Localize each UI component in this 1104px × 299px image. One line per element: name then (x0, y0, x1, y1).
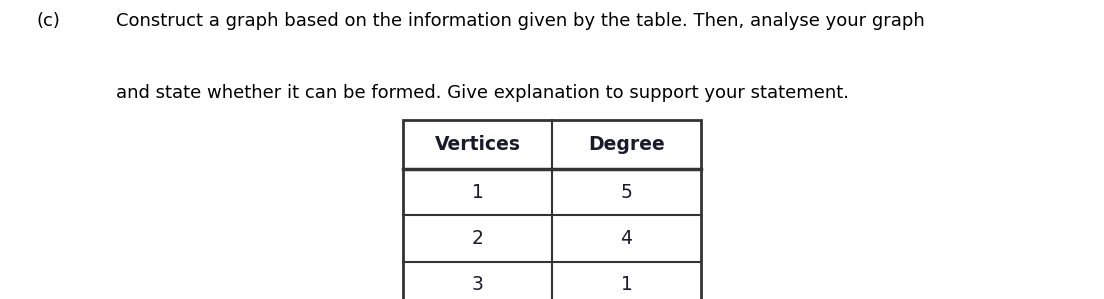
Text: (c): (c) (36, 12, 61, 30)
Text: 3: 3 (471, 275, 484, 294)
Text: 4: 4 (620, 229, 633, 248)
Bar (403, 120, 701, 299)
Text: 5: 5 (620, 183, 633, 202)
Text: 2: 2 (471, 229, 484, 248)
Text: Vertices: Vertices (435, 135, 520, 154)
Text: 1: 1 (620, 275, 633, 294)
Text: Degree: Degree (588, 135, 665, 154)
Text: and state whether it can be formed. Give explanation to support your statement.: and state whether it can be formed. Give… (116, 84, 849, 102)
Text: 1: 1 (471, 183, 484, 202)
Text: Construct a graph based on the information given by the table. Then, analyse you: Construct a graph based on the informati… (116, 12, 925, 30)
